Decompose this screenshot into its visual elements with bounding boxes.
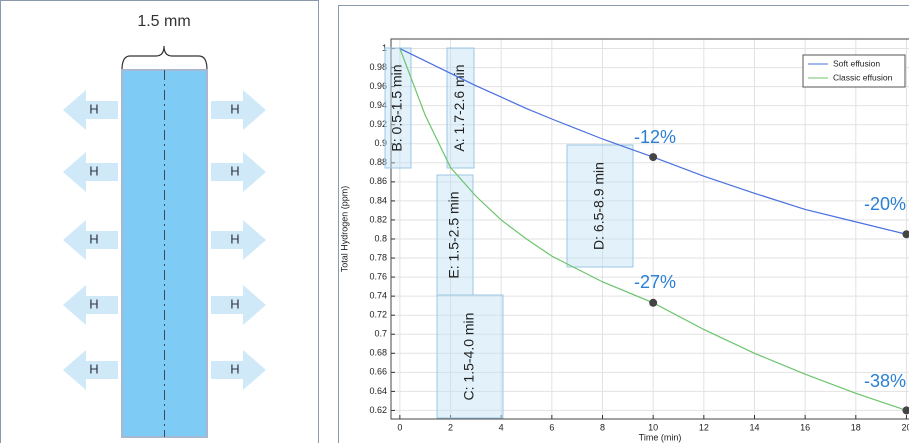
flux-label: H <box>230 101 239 116</box>
y-tick-label: 0.66 <box>369 367 387 377</box>
y-tick-label: 0.82 <box>369 214 387 224</box>
flux-label: H <box>230 231 239 246</box>
flux-arrow <box>63 152 118 192</box>
y-tick-label: 0.72 <box>369 310 387 320</box>
window-label: D: 6.5-8.9 min <box>591 162 607 250</box>
y-tick-label: 0.74 <box>369 291 387 301</box>
marker-point <box>902 406 909 415</box>
y-tick-label: 0.96 <box>369 81 387 91</box>
series-line <box>399 47 907 235</box>
flux-label: H <box>89 361 98 376</box>
flux-arrow <box>211 285 266 325</box>
flux-label: H <box>89 231 98 246</box>
marker-point <box>649 153 658 162</box>
flux-label: H <box>89 163 98 178</box>
legend-label: Soft effusion <box>833 58 880 68</box>
window-box <box>436 294 504 419</box>
x-tick-label: 20 <box>901 422 909 432</box>
flux-arrow <box>63 220 118 260</box>
width-label: 1.5 mm <box>137 13 190 30</box>
legend-box <box>802 54 906 88</box>
legend-label: Classic effusion <box>833 72 893 82</box>
brace <box>121 45 208 71</box>
flux-arrow <box>211 90 266 130</box>
y-tick-label: 0.7 <box>374 329 387 339</box>
y-tick-label: 0.98 <box>369 62 387 72</box>
window-label: C: 1.5-4.0 min <box>461 313 477 401</box>
y-tick-label: 0.68 <box>369 348 387 358</box>
y-axis-label: Total Hydrogen (ppm) <box>339 186 349 273</box>
window-box <box>436 174 474 296</box>
x-tick-label: 0 <box>397 422 402 432</box>
flux-arrow <box>63 90 118 130</box>
flux-arrow <box>63 350 118 390</box>
chart: 0.62 0.64 0.66 0.68 0.7 0.72 0.74 0.76 0.78 0.8 0.… <box>339 38 909 442</box>
arrows: H H H H H H H H H H <box>63 90 266 390</box>
marker-label: -20% <box>864 194 906 214</box>
y-tick-label: 0.76 <box>369 271 387 281</box>
y-tick-label: 0.92 <box>369 119 387 129</box>
window-box <box>566 144 634 268</box>
flux-label: H <box>230 361 239 376</box>
window-label: B: 0.5-1.5 min <box>389 64 405 151</box>
flux-label: H <box>89 101 98 116</box>
marker-point <box>649 298 658 307</box>
flux-arrow <box>63 285 118 325</box>
window-box <box>446 47 475 169</box>
marker-label: -38% <box>864 371 906 391</box>
flux-label: H <box>230 296 239 311</box>
flux-label: H <box>230 163 239 178</box>
series-line <box>399 48 907 411</box>
window-label: E: 1.5-2.5 min <box>446 191 462 278</box>
plot-border <box>390 38 909 420</box>
x-tick-label: 8 <box>600 422 605 432</box>
marker-point <box>902 230 909 239</box>
flux-arrow <box>211 152 266 192</box>
y-tick-label: 0.86 <box>369 176 387 186</box>
x-tick-label: 2 <box>448 422 453 432</box>
flux-arrow <box>211 220 266 260</box>
y-tick-label: 0.94 <box>369 100 387 110</box>
flux-label: H <box>89 296 98 311</box>
x-tick-label: 12 <box>699 422 709 432</box>
y-tick-label: 0.84 <box>369 195 387 205</box>
x-axis-label: Time (min) <box>639 432 682 442</box>
y-tick-label: 0.64 <box>369 386 387 396</box>
y-tick-label: 0.62 <box>369 405 387 415</box>
x-tick-label: 16 <box>800 422 810 432</box>
y-tick-label: 0.9 <box>374 138 387 148</box>
y-tick-label: 0.88 <box>369 157 387 167</box>
y-tick-label: 1 <box>382 43 387 53</box>
marker-label: -27% <box>634 272 676 292</box>
y-tick-label: 0.78 <box>369 252 387 262</box>
marker-label: -12% <box>634 127 676 147</box>
y-tick-label: 0.8 <box>374 233 387 243</box>
x-tick-label: 6 <box>549 422 554 432</box>
window-label: A: 1.7-2.6 min <box>451 64 467 151</box>
x-tick-label: 18 <box>851 422 861 432</box>
x-tick-label: 14 <box>749 422 759 432</box>
x-tick-label: 10 <box>648 422 658 432</box>
x-tick-label: 4 <box>499 422 504 432</box>
flux-arrow <box>211 350 266 390</box>
